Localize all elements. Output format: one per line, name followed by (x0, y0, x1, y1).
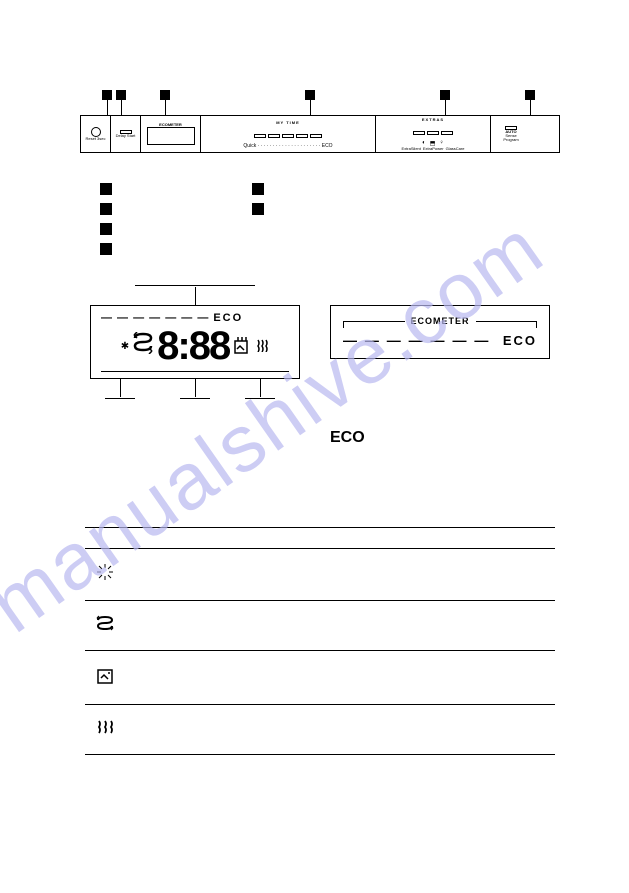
page-content: Reset 3sec Delay Start ECOMETER MY TIME … (0, 0, 629, 795)
delay-label: Delay Start (116, 134, 136, 138)
extra-silent-label: ExtraSilent (402, 147, 421, 151)
rinse-aid-indicator-icon (85, 549, 125, 601)
lcd-digits: 8:88 (157, 324, 229, 369)
table-row (85, 651, 555, 705)
delay-section: Delay Start (111, 116, 141, 152)
legend-box (100, 243, 112, 255)
quick-eco-bar: Quick · · · · · · · · · · · · · · · · · … (243, 143, 332, 149)
rinse-aid-description (125, 549, 555, 601)
drying-description (125, 705, 555, 755)
callout-markers (80, 90, 560, 115)
reset-label: Reset 3sec (85, 137, 105, 141)
ecometer-detail-box: ECOMETER — — — — — — — ECO (330, 305, 550, 359)
drying-indicator-icon (85, 705, 125, 755)
table-row (85, 705, 555, 755)
machine-care-description (125, 651, 555, 705)
table-row (85, 549, 555, 601)
display-section: — — — — — — — ECO ✱ 8:88 (90, 305, 579, 379)
reset-section: Reset 3sec (81, 116, 111, 152)
auto-section: AUTO Sense Program (491, 116, 531, 152)
salt-description (125, 601, 555, 651)
lcd-display-diagram: — — — — — — — ECO ✱ 8:88 (90, 305, 300, 379)
legend-box (252, 203, 264, 215)
table-header-row (85, 528, 555, 549)
rinse-aid-icon: ✱ (121, 341, 129, 352)
extras-section: EXTRAS ◐ ⬒ ♀ ExtraSilent ExtraPower Glas… (376, 116, 491, 152)
legend-area (100, 183, 579, 255)
salt-icon (133, 332, 153, 361)
salt-indicator-icon (85, 601, 125, 651)
table-row (85, 601, 555, 651)
auto-program-label: Program (503, 138, 518, 142)
legend-box (100, 223, 112, 235)
lcd-eco-label: ECO (213, 312, 243, 324)
mytime-section: MY TIME Quick · · · · · · · · · · · · · … (201, 116, 376, 152)
machine-care-icon (233, 335, 251, 358)
ecometer-eco-label: ECO (503, 333, 537, 348)
legend-box (100, 203, 112, 215)
legend-box (252, 183, 264, 195)
extra-power-label: ExtraPower (423, 147, 444, 151)
ecometer-dashes: — — — — — — — (343, 332, 490, 348)
control-panel-diagram: Reset 3sec Delay Start ECOMETER MY TIME … (80, 90, 560, 153)
lcd-dashes: — — — — — — — (101, 312, 209, 324)
legend-box (100, 183, 112, 195)
machine-care-indicator-icon (85, 651, 125, 705)
eco-heading: ECO (330, 429, 579, 447)
indicators-table (85, 527, 555, 755)
ecometer-box-label: ECOMETER (411, 316, 470, 326)
drying-icon (255, 338, 269, 355)
ecometer-section: ECOMETER (141, 116, 201, 152)
glass-care-label: GlassCare (446, 147, 465, 151)
panel-frame: Reset 3sec Delay Start ECOMETER MY TIME … (80, 115, 560, 153)
